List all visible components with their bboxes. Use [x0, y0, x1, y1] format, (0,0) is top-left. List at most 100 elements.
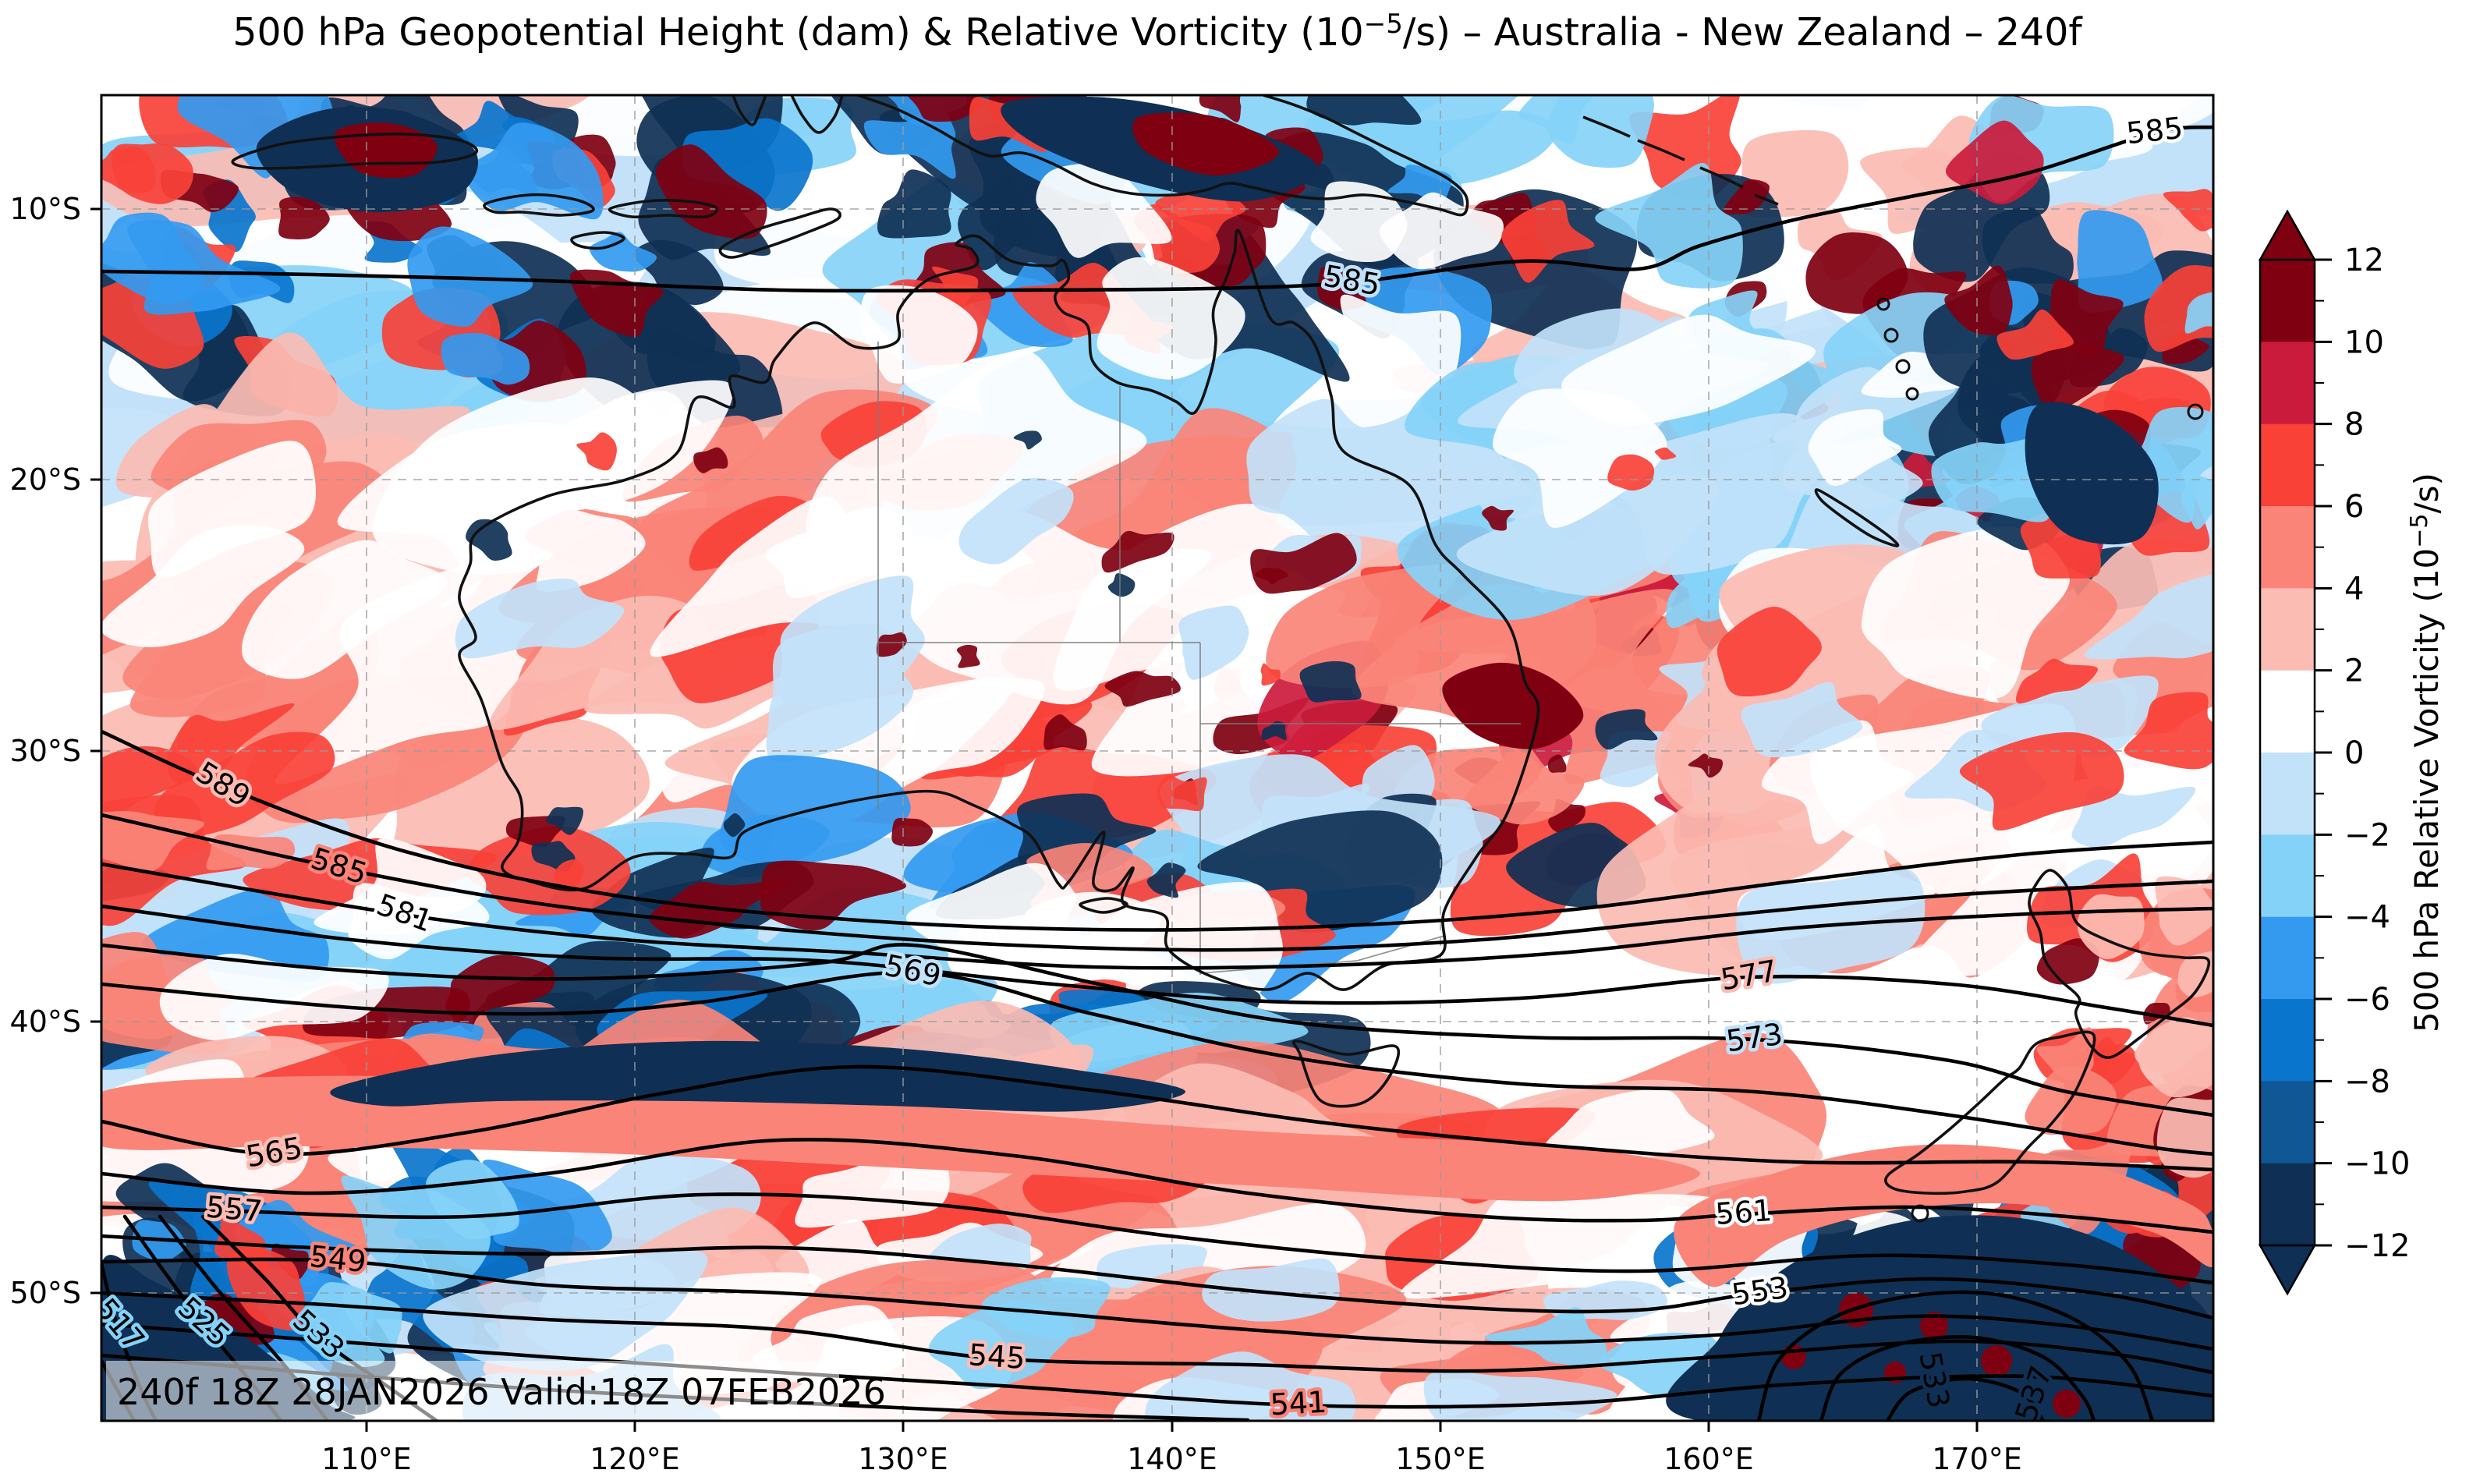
- x-tick-label: 140°E: [1127, 1442, 1217, 1476]
- vorticity-blob: [226, 1247, 305, 1331]
- x-tick-label: 170°E: [1932, 1442, 2022, 1476]
- vorticity-feature: [101, 1075, 1700, 1202]
- colorbar-segment: [2260, 999, 2315, 1082]
- vorticity-blob: [423, 1250, 708, 1371]
- vorticity-blob: [2184, 292, 2213, 334]
- colorbar-segment: [2260, 1081, 2315, 1164]
- vorticity-feature: [1132, 112, 1279, 175]
- vorticity-blob: [1199, 95, 1242, 122]
- vorticity-blob: [1202, 1258, 1340, 1322]
- colorbar-tick-label: −10: [2344, 1146, 2410, 1182]
- vorticity-blob: [958, 175, 1033, 271]
- height-contour-577: [101, 904, 2213, 1028]
- vorticity-blob: [101, 811, 204, 871]
- vorticity-blob: [1144, 1351, 1356, 1421]
- colorbar: 12 10 8 6 4 2 0 −2 −4 −6 −8 −10 −12 500 hPa Relative …: [2258, 209, 2446, 1296]
- vorticity-blob: [589, 232, 657, 272]
- colorbar-segment: [2260, 588, 2315, 671]
- vorticity-blob: [441, 333, 530, 385]
- vorticity-blob: [906, 95, 982, 122]
- vorticity-blob: [1107, 573, 1135, 597]
- forecast-info-box: [106, 1361, 839, 1420]
- vorticity-blob: [1607, 454, 1655, 491]
- vorticity-blob: [1931, 435, 2054, 522]
- vorticity-blob: [1982, 207, 2074, 284]
- colorbar-tick-label: −12: [2344, 1228, 2410, 1264]
- vorticity-blob: [463, 122, 604, 220]
- chart-title: 500 hPa Geopotential Height (dam) & Rela…: [232, 9, 2083, 55]
- small-island: [1905, 387, 1919, 401]
- vorticity-blob: [876, 632, 907, 657]
- vorticity-blob: [554, 859, 584, 888]
- x-tick-label: 110°E: [321, 1442, 412, 1476]
- vorticity-blob: [2177, 951, 2213, 997]
- vorticity-blob: [2163, 189, 2213, 232]
- map-frame: [100, 94, 2215, 1422]
- height-contour-573: [101, 943, 2213, 1117]
- colorbar-tick-label: 10: [2344, 324, 2384, 360]
- colorbar-axis-label: 500 hPa Relative Vorticity (10−5/s): [2406, 473, 2446, 1032]
- vorticity-blob: [1945, 120, 2044, 205]
- coastline-sulawesi-arm-2: [732, 95, 767, 126]
- colorbar-tick-label: 0: [2344, 735, 2364, 771]
- vorticity-feature: [1442, 662, 1584, 749]
- height-contour-557: [101, 1192, 2213, 1285]
- height-contour-541: [101, 1322, 2213, 1409]
- colorbar-tick-label: 12: [2344, 243, 2384, 278]
- small-island: [2187, 403, 2204, 420]
- vorticity-blob: [1379, 192, 1504, 270]
- vorticity-speck: [1920, 1312, 1948, 1340]
- vorticity-blob: [2143, 1002, 2170, 1025]
- vorticity-blob: [614, 287, 716, 364]
- vorticity-blob: [101, 212, 205, 305]
- contour-label: 585: [2124, 111, 2184, 151]
- vorticity-blob: [1036, 163, 1172, 258]
- vorticity-blob: [576, 432, 617, 471]
- vorticity-blob: [1197, 810, 1443, 933]
- colorbar-segment: [2260, 423, 2315, 507]
- vorticity-blob: [689, 495, 816, 571]
- vorticity-blob: [1944, 265, 2013, 335]
- vorticity-blob: [723, 813, 746, 838]
- vorticity-blob: [1595, 709, 1658, 750]
- height-contour-537: [1819, 1335, 2096, 1421]
- coastline-australia: [458, 228, 1540, 991]
- contour-label: 557: [204, 1189, 264, 1228]
- axes-ticks-and-labels: 110°E 120°E 130°E 140°E 150°E 160°E 170°E 10°S 2…: [10, 94, 2215, 1476]
- vorticity-blob: [1157, 775, 1207, 812]
- height-contour-533: [1756, 1290, 2155, 1421]
- vorticity-blob: [1340, 294, 1461, 396]
- coastline-sulawesi-arm-1: [790, 95, 844, 134]
- vorticity-blob: [1595, 162, 1743, 289]
- y-tick-label: 20°S: [10, 462, 81, 497]
- small-island: [1883, 328, 1899, 343]
- coastline-new-caledonia: [1814, 488, 1900, 547]
- vorticity-blob: [693, 447, 728, 473]
- vorticity-blob: [1178, 605, 1249, 680]
- vorticity-blob: [278, 197, 330, 239]
- vorticity-blob: [1043, 714, 1087, 751]
- vorticity-blob: [147, 441, 317, 579]
- vorticity-blob: [546, 806, 583, 835]
- height-contour-545: [101, 1291, 2213, 1375]
- vorticity-blob: [1104, 671, 1181, 707]
- vorticity-blob: [515, 507, 646, 592]
- vorticity-blob: [2071, 786, 2196, 848]
- colorbar-segment: [2260, 753, 2315, 835]
- vorticity-blob: [1996, 309, 2074, 360]
- vorticity-blob: [1146, 862, 1186, 898]
- colorbar-segment: [2260, 670, 2315, 753]
- height-contour-565: [101, 1064, 2213, 1172]
- coastline-kangaroo-island: [1079, 897, 1128, 914]
- vorticity-blob: [928, 1301, 1075, 1390]
- contour-label: 541: [1270, 1385, 1328, 1422]
- colorbar-arrow-bottom: [2258, 1244, 2317, 1296]
- vorticity-speck: [1981, 1345, 2012, 1376]
- height-contour-529: [1885, 1376, 2046, 1421]
- colorbar-segment: [2260, 834, 2315, 918]
- graticule-gridlines: [101, 95, 2213, 1421]
- vorticity-blob: [1482, 505, 1514, 531]
- height-contour-549: [101, 1257, 2213, 1351]
- small-island: [1895, 359, 1911, 374]
